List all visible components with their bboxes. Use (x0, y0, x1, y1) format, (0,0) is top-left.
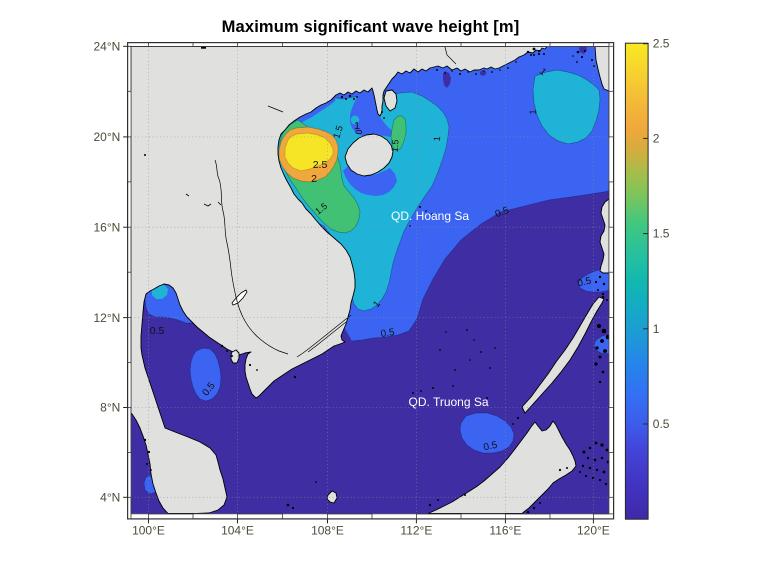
svg-text:1.5: 1.5 (389, 139, 400, 152)
svg-text:0.5: 0.5 (150, 325, 165, 337)
svg-text:108°E: 108°E (311, 524, 344, 538)
svg-text:1: 1 (653, 322, 660, 336)
svg-text:1: 1 (537, 66, 548, 78)
svg-text:0.5: 0.5 (494, 205, 511, 220)
svg-text:12°N: 12°N (93, 311, 120, 325)
svg-text:1: 1 (371, 299, 383, 310)
svg-text:24°N: 24°N (93, 40, 120, 54)
svg-text:1.5: 1.5 (331, 124, 346, 140)
svg-text:2: 2 (653, 131, 660, 145)
svg-text:2.5: 2.5 (313, 159, 328, 171)
svg-text:0.5: 0.5 (483, 440, 499, 454)
svg-text:4°N: 4°N (100, 491, 120, 505)
svg-text:104°E: 104°E (221, 524, 254, 538)
svg-text:100°E: 100°E (132, 524, 165, 538)
svg-text:QD. Hoang Sa: QD. Hoang Sa (391, 209, 469, 223)
svg-text:120°E: 120°E (577, 524, 610, 538)
svg-text:16°N: 16°N (93, 220, 120, 234)
svg-text:1.5: 1.5 (653, 227, 670, 241)
svg-text:Maximum significant wave heigh: Maximum significant wave height [m] (222, 18, 520, 36)
svg-text:1: 1 (354, 120, 360, 132)
svg-text:0: 0 (354, 129, 364, 134)
svg-text:0.5: 0.5 (380, 327, 396, 340)
svg-text:8°N: 8°N (100, 401, 120, 415)
svg-text:2: 2 (311, 173, 317, 185)
svg-text:2.5: 2.5 (653, 37, 670, 51)
svg-text:1: 1 (432, 136, 442, 142)
svg-text:0.5: 0.5 (653, 417, 670, 431)
svg-text:112°E: 112°E (400, 524, 432, 538)
svg-text:1: 1 (528, 109, 538, 114)
svg-text:0.5: 0.5 (576, 275, 593, 289)
svg-text:116°E: 116°E (489, 524, 521, 538)
svg-text:20°N: 20°N (93, 130, 120, 144)
svg-text:QD. Truong Sa: QD. Truong Sa (409, 395, 489, 409)
